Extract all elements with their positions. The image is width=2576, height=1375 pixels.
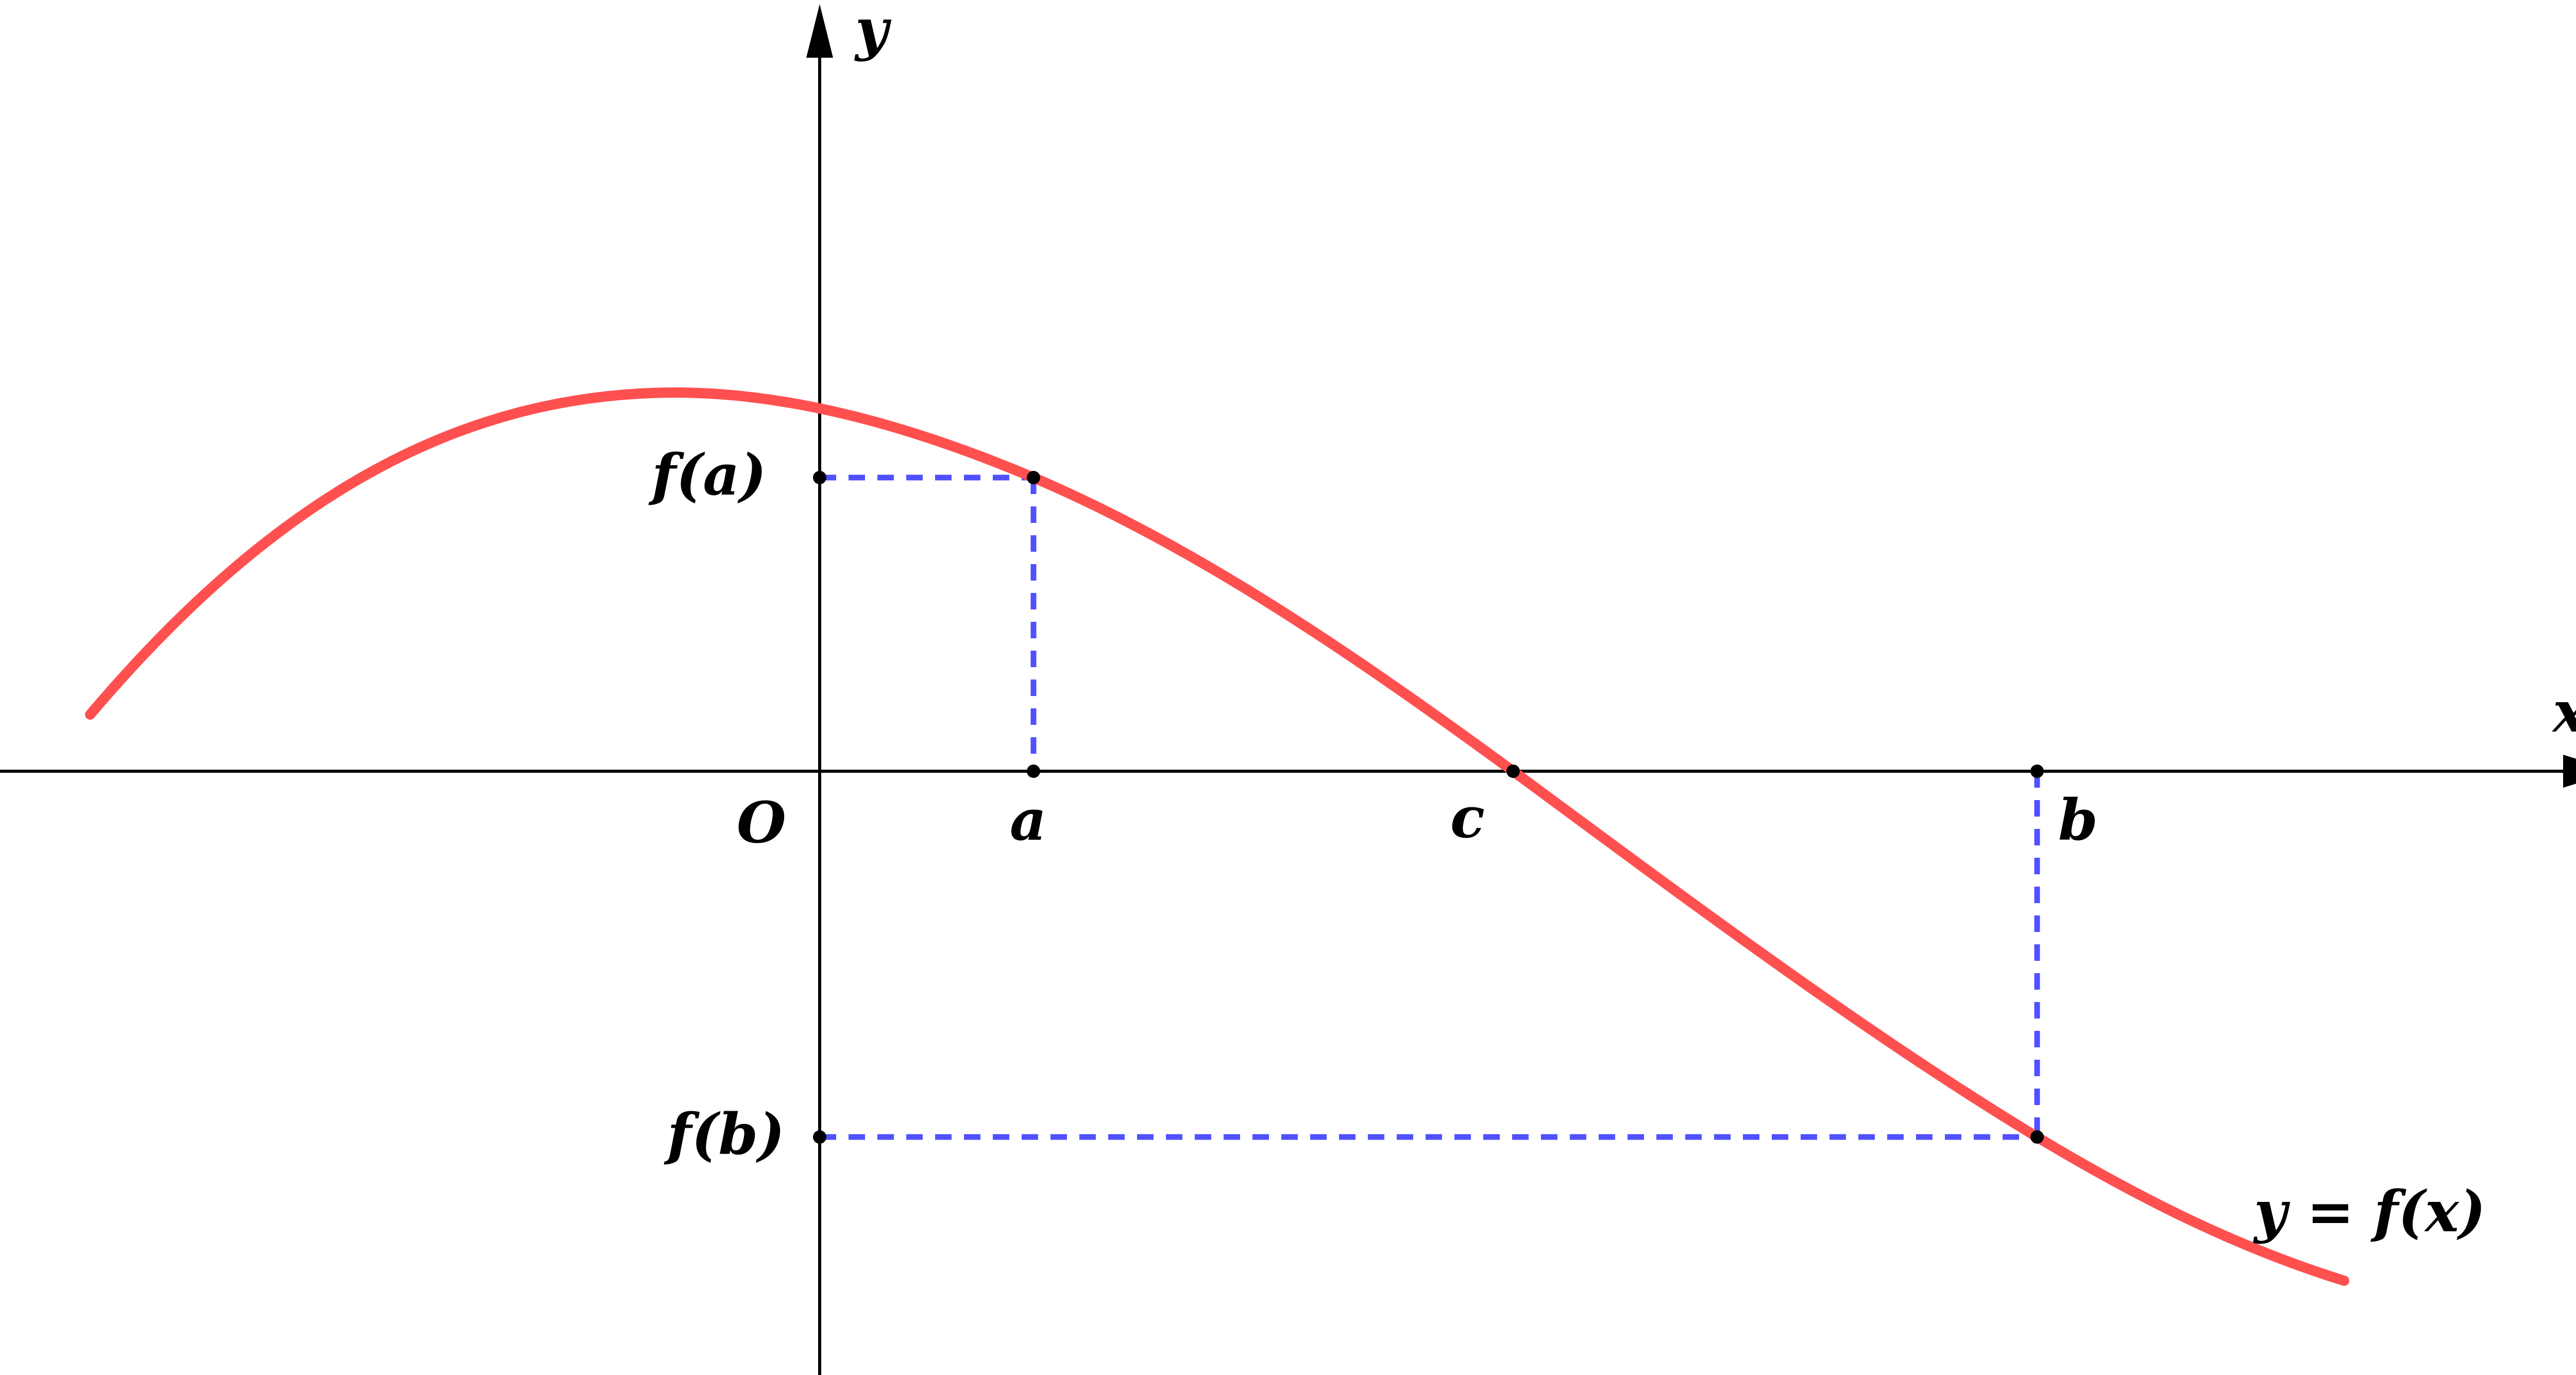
b-label: b <box>2058 787 2098 853</box>
x-axis-label: x <box>2552 678 2576 745</box>
x-axis-arrow-icon <box>2563 755 2576 788</box>
curve-label: y = f(x) <box>2252 1178 2486 1245</box>
fa-label: f(a) <box>648 442 767 508</box>
origin-label: O <box>737 789 786 856</box>
function-curve <box>85 387 2349 1286</box>
point-a-on-x-axis <box>1027 765 1040 778</box>
y-axis <box>806 4 833 1375</box>
point-b-on-curve <box>2030 1130 2044 1144</box>
fb-label: f(b) <box>664 1101 785 1167</box>
point-fa-on-y-axis <box>813 471 826 484</box>
y-axis-arrow-icon <box>806 4 833 58</box>
a-label: a <box>1010 787 1046 853</box>
guide-lines <box>820 474 2040 1140</box>
x-axis <box>0 755 2576 788</box>
point-fb-on-y-axis <box>813 1130 826 1144</box>
point-b-on-x-axis <box>2030 765 2044 778</box>
y-axis-label: y <box>854 0 892 62</box>
point-a-on-curve <box>1027 471 1040 484</box>
c-label: c <box>1450 784 1485 851</box>
point-c-on-x-axis <box>1506 765 1520 778</box>
marked-points <box>813 471 2044 1144</box>
